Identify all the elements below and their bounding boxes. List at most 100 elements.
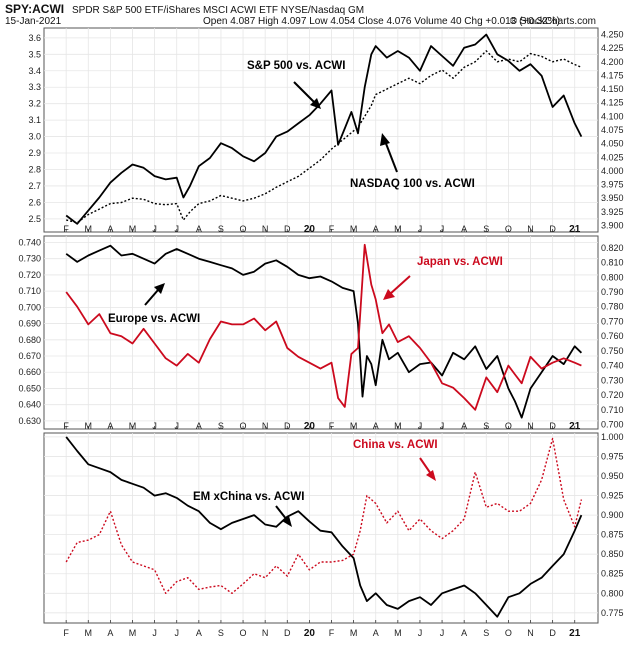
panel-1-frame bbox=[43, 27, 599, 233]
y-tick-label-right: 0.710 bbox=[601, 405, 624, 415]
header-date: 15-Jan-2021 bbox=[5, 16, 62, 27]
y-tick-label-right: 4.075 bbox=[601, 125, 624, 135]
series-line-china-vs-acwi bbox=[65, 437, 583, 594]
x-tick-label: A bbox=[373, 628, 379, 638]
annotation-europe: Europe vs. ACWI bbox=[108, 283, 200, 325]
x-tick-label: S bbox=[218, 628, 224, 638]
y-tick-label-right: 0.900 bbox=[601, 510, 624, 520]
annotation-japan: Japan vs. ACWI bbox=[383, 256, 503, 300]
x-tick-label: 20 bbox=[304, 421, 316, 432]
x-tick-label: M bbox=[129, 628, 137, 638]
annotation-japan-arrowhead bbox=[383, 289, 395, 300]
x-tick-label: N bbox=[527, 628, 534, 638]
y-tick-label-left: 0.650 bbox=[18, 383, 41, 393]
y-tick-label-right: 0.810 bbox=[601, 258, 624, 268]
y-tick-label-right: 0.800 bbox=[601, 272, 624, 282]
annotation-emxchina-arrowhead bbox=[282, 516, 292, 527]
x-tick-label: A bbox=[196, 628, 202, 638]
x-tick-label: A bbox=[107, 421, 113, 431]
x-tick-label: F bbox=[63, 421, 69, 431]
x-tick-label: S bbox=[218, 224, 224, 234]
x-tick-label: N bbox=[527, 224, 534, 234]
header-quote: Open 4.087 High 4.097 Low 4.054 Close 4.… bbox=[203, 16, 560, 27]
symbol-title: SPY:ACWI bbox=[5, 2, 64, 16]
y-tick-label-right: 0.775 bbox=[601, 608, 624, 618]
annotation-nasdaq-label: NASDAQ 100 vs. ACWI bbox=[350, 178, 475, 190]
x-tick-label: J bbox=[174, 628, 179, 638]
annotation-china-arrow bbox=[419, 457, 432, 475]
x-tick-label: D bbox=[284, 224, 291, 234]
symbol-description: SPDR S&P 500 ETF/iShares MSCI ACWI ETF N… bbox=[72, 5, 364, 16]
x-tick-label: M bbox=[129, 421, 137, 431]
x-tick-label: O bbox=[505, 421, 512, 431]
x-tick-label: O bbox=[505, 224, 512, 234]
y-tick-label-left: 0.710 bbox=[18, 286, 41, 296]
annotation-sp500-arrow bbox=[293, 81, 317, 105]
x-tick-label: O bbox=[505, 628, 512, 638]
y-tick-label-right: 3.900 bbox=[601, 220, 624, 230]
x-tick-label: J bbox=[174, 224, 179, 234]
y-tick-label-right: 4.125 bbox=[601, 98, 624, 108]
x-tick-label: N bbox=[262, 421, 269, 431]
x-tick-label: M bbox=[85, 628, 93, 638]
y-tick-label-right: 0.770 bbox=[601, 316, 624, 326]
y-tick-label-right: 4.250 bbox=[601, 30, 624, 40]
x-tick-label: S bbox=[483, 628, 489, 638]
y-tick-label-left: 3.0 bbox=[28, 132, 41, 142]
y-tick-label-left: 0.700 bbox=[18, 302, 41, 312]
x-tick-label: M bbox=[85, 224, 93, 234]
watermark: © StockCharts.com bbox=[510, 16, 596, 27]
x-tick-label: 20 bbox=[304, 224, 316, 235]
x-tick-label: F bbox=[329, 224, 335, 234]
annotation-emxchina-label: EM xChina vs. ACWI bbox=[193, 491, 304, 503]
y-tick-label-right: 0.700 bbox=[601, 420, 624, 430]
y-tick-label-left: 2.8 bbox=[28, 164, 41, 174]
y-tick-label-right: 3.950 bbox=[601, 193, 624, 203]
y-tick-label-right: 4.175 bbox=[601, 70, 624, 80]
series-line-japan-vs-acwi bbox=[65, 243, 582, 411]
y-tick-label-right: 4.100 bbox=[601, 111, 624, 121]
x-tick-label: M bbox=[394, 224, 402, 234]
annotation-sp500-label: S&P 500 vs. ACWI bbox=[247, 60, 345, 72]
x-tick-label: 21 bbox=[569, 224, 581, 235]
x-tick-label: J bbox=[418, 421, 423, 431]
y-tick-label-right: 0.750 bbox=[601, 346, 624, 356]
x-tick-label: O bbox=[240, 628, 247, 638]
y-tick-label-left: 2.9 bbox=[28, 148, 41, 158]
x-tick-label: A bbox=[107, 224, 113, 234]
y-tick-label-right: 4.000 bbox=[601, 166, 624, 176]
annotation-emxchina: EM xChina vs. ACWI bbox=[193, 491, 304, 527]
annotation-nasdaq-arrow bbox=[384, 140, 398, 173]
y-tick-label-left: 0.740 bbox=[18, 237, 41, 247]
y-tick-label-left: 2.7 bbox=[28, 181, 41, 191]
y-tick-label-left: 3.5 bbox=[28, 49, 41, 59]
x-tick-label: S bbox=[218, 421, 224, 431]
x-tick-label: 20 bbox=[304, 628, 316, 639]
x-tick-label: A bbox=[196, 421, 202, 431]
x-tick-label: J bbox=[418, 628, 423, 638]
annotation-emxchina-arrow bbox=[275, 505, 288, 521]
x-tick-label: A bbox=[373, 224, 379, 234]
x-tick-label: J bbox=[418, 224, 423, 234]
y-tick-label-right: 0.780 bbox=[601, 302, 624, 312]
x-tick-label: D bbox=[549, 224, 556, 234]
y-tick-label-left: 0.680 bbox=[18, 335, 41, 345]
y-tick-label-right: 0.950 bbox=[601, 471, 624, 481]
series-line-europe-vs-acwi bbox=[65, 244, 583, 419]
x-tick-label: A bbox=[196, 224, 202, 234]
x-tick-label: A bbox=[461, 224, 467, 234]
x-tick-label: M bbox=[129, 224, 137, 234]
y-tick-label-right: 0.720 bbox=[601, 390, 624, 400]
annotation-europe-label: Europe vs. ACWI bbox=[108, 313, 200, 325]
y-tick-label-right: 4.150 bbox=[601, 84, 624, 94]
y-tick-label-left: 3.1 bbox=[28, 115, 41, 125]
x-tick-label: J bbox=[174, 421, 179, 431]
y-tick-label-right: 0.925 bbox=[601, 491, 624, 501]
x-tick-label: S bbox=[483, 421, 489, 431]
y-tick-label-left: 0.630 bbox=[18, 416, 41, 426]
x-axis: F F F M M M A A A M M M J J J J J J A A A S S S O O O N N N D D D 20 20 20 F… bbox=[63, 224, 580, 639]
y-tick-label-right: 3.925 bbox=[601, 207, 624, 217]
x-tick-label: A bbox=[461, 421, 467, 431]
x-tick-label: 21 bbox=[569, 628, 581, 639]
